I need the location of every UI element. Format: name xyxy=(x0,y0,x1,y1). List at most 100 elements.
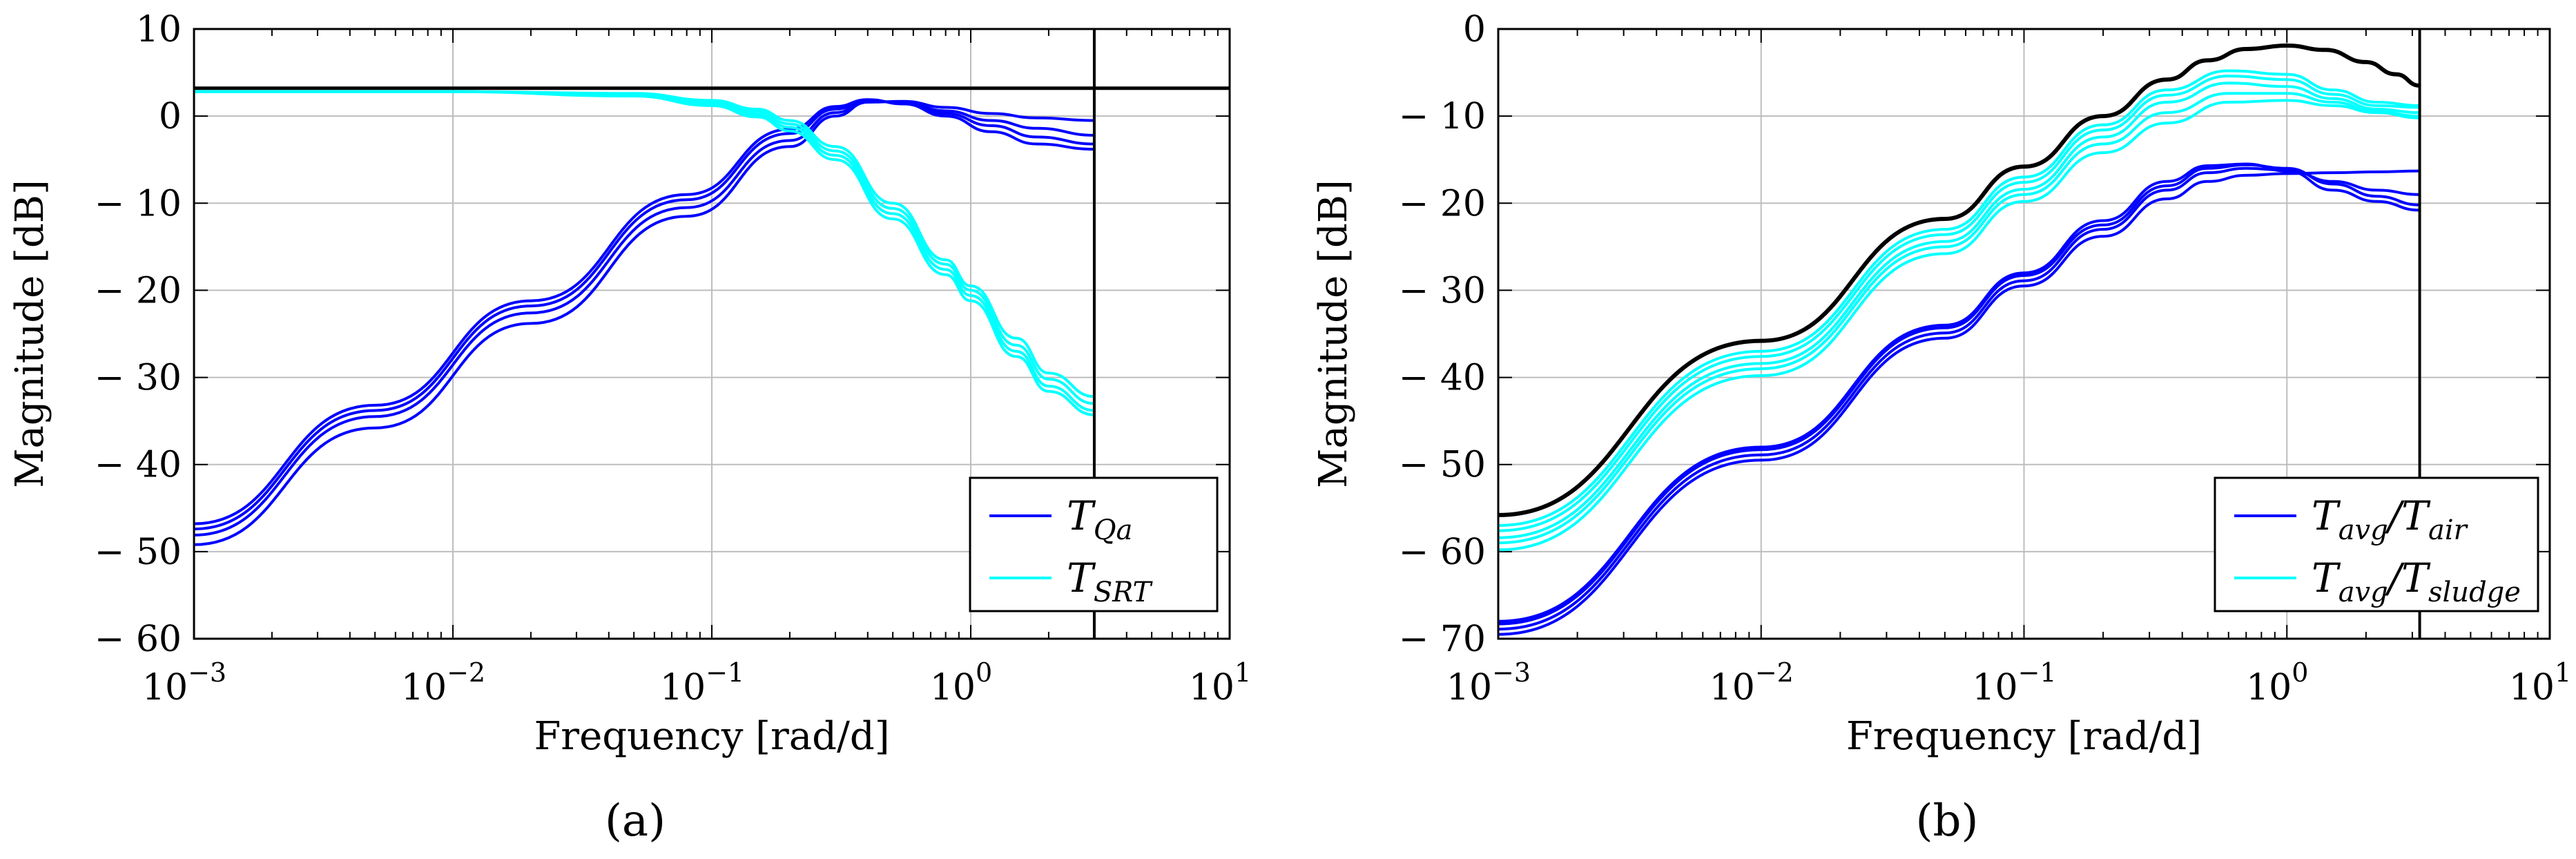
legend-subscript: Qa xyxy=(1094,514,1133,546)
x-tick-exponent: −3 xyxy=(188,657,226,688)
legend-subscript: sludge xyxy=(2428,577,2521,608)
x-tick-label: 101 xyxy=(2509,657,2571,708)
x-tick-label: 10−2 xyxy=(1710,657,1794,708)
series-line xyxy=(1498,163,2420,626)
legend-base: T xyxy=(2312,554,2341,601)
series-line xyxy=(1498,92,2420,545)
y-tick-label: 0 xyxy=(1463,9,1486,50)
legend-subscript: SRT xyxy=(1094,577,1154,608)
series-t-srt xyxy=(194,90,1095,416)
series-t-avg-t-sludge xyxy=(1498,69,2420,552)
series-t-avg-t-air xyxy=(1498,162,2420,636)
x-tick-label: 100 xyxy=(930,657,992,708)
x-tick-exponent: 0 xyxy=(2292,657,2308,688)
legend-entry: TQa xyxy=(1067,492,1132,546)
axes-frame xyxy=(193,28,1231,640)
x-tick-base: 10 xyxy=(2246,667,2292,708)
x-tick-exponent: −1 xyxy=(2018,657,2057,688)
x-tick-exponent: −1 xyxy=(706,657,744,688)
x-tick-label: 101 xyxy=(1189,657,1251,708)
x-tick-exponent: −3 xyxy=(1492,657,1531,688)
y-tick-label: − 40 xyxy=(95,445,182,486)
legend-base: T xyxy=(1067,492,1096,539)
y-tick-label: − 70 xyxy=(1399,619,1486,660)
series-line xyxy=(1498,81,2420,539)
legend-subscript: air xyxy=(2428,514,2469,546)
series-t-qa xyxy=(194,98,1094,546)
series-line xyxy=(194,99,1094,546)
series-line xyxy=(194,90,1095,416)
legend-base: /T xyxy=(2385,492,2432,539)
x-tick-exponent: −2 xyxy=(447,657,485,688)
y-tick-label: − 60 xyxy=(1399,532,1486,573)
y-axis-title: Magnitude [dB] xyxy=(8,180,52,488)
series-line xyxy=(194,90,1095,412)
series-line xyxy=(1498,162,2420,623)
series-upper-bound xyxy=(1498,43,2420,517)
y-tick-label: − 10 xyxy=(1399,96,1486,137)
x-tick-label: 10−1 xyxy=(660,657,744,708)
series-line xyxy=(1498,69,2420,527)
x-tick-base: 10 xyxy=(1710,667,1755,708)
y-tick-label: − 40 xyxy=(1399,358,1486,399)
x-tick-exponent: 1 xyxy=(2555,657,2571,688)
x-tick-base: 10 xyxy=(401,667,447,708)
x-tick-base: 10 xyxy=(142,667,188,708)
x-tick-label: 10−2 xyxy=(401,657,485,708)
plot-area xyxy=(1498,43,2420,636)
series-line xyxy=(1498,75,2420,532)
legend-subscript: avg xyxy=(2338,577,2388,608)
legend-entry: Tavg/Tsludge xyxy=(2312,554,2521,608)
x-tick-base: 10 xyxy=(1189,667,1234,708)
x-tick-exponent: 1 xyxy=(1234,657,1251,688)
x-tick-base: 10 xyxy=(1972,667,2017,708)
series-line xyxy=(1498,99,2420,552)
y-tick-label: − 60 xyxy=(95,619,182,660)
series-line xyxy=(1498,43,2420,517)
x-tick-base: 10 xyxy=(1446,667,1492,708)
series-line xyxy=(194,90,1095,398)
legend-entry: TSRT xyxy=(1067,554,1154,608)
legend-base: T xyxy=(2312,492,2341,539)
series-line xyxy=(194,99,1094,537)
legend-subscript: avg xyxy=(2338,514,2388,546)
y-tick-label: 10 xyxy=(136,9,182,50)
y-axis-title: Magnitude [dB] xyxy=(1311,180,1356,488)
x-tick-exponent: 0 xyxy=(976,657,992,688)
y-tick-label: 0 xyxy=(159,96,182,137)
x-tick-label: 10−3 xyxy=(142,657,226,708)
panel-label: (a) xyxy=(605,795,666,847)
legend-box xyxy=(969,476,1219,612)
legend-base: /T xyxy=(2385,554,2432,601)
x-axis-title: Frequency [rad/d] xyxy=(534,714,889,759)
y-tick-label: − 50 xyxy=(95,532,182,573)
x-tick-exponent: −2 xyxy=(1755,657,1794,688)
x-tick-base: 10 xyxy=(930,667,976,708)
x-axis-title: Frequency [rad/d] xyxy=(1846,714,2202,759)
series-line xyxy=(194,99,1094,531)
x-tick-base: 10 xyxy=(660,667,706,708)
y-tick-label: − 50 xyxy=(1399,445,1486,486)
y-tick-label: − 30 xyxy=(95,358,182,399)
legend-entry: Tavg/Tair xyxy=(2312,492,2469,546)
x-tick-label: 100 xyxy=(2246,657,2308,708)
x-tick-base: 10 xyxy=(2509,667,2555,708)
series-line xyxy=(194,90,1095,405)
panel-label: (b) xyxy=(1916,795,1979,847)
series-line xyxy=(194,98,1094,525)
legend-base: T xyxy=(1067,554,1096,601)
y-tick-label: − 10 xyxy=(95,183,182,224)
x-tick-label: 10−3 xyxy=(1446,657,1531,708)
x-tick-label: 10−1 xyxy=(1972,657,2056,708)
y-tick-label: − 20 xyxy=(1399,183,1486,224)
plot-area xyxy=(194,86,1230,546)
y-tick-label: − 30 xyxy=(1399,270,1486,311)
axes-frame xyxy=(1497,28,2551,640)
y-tick-label: − 20 xyxy=(95,270,182,311)
legend-box xyxy=(2214,476,2539,612)
